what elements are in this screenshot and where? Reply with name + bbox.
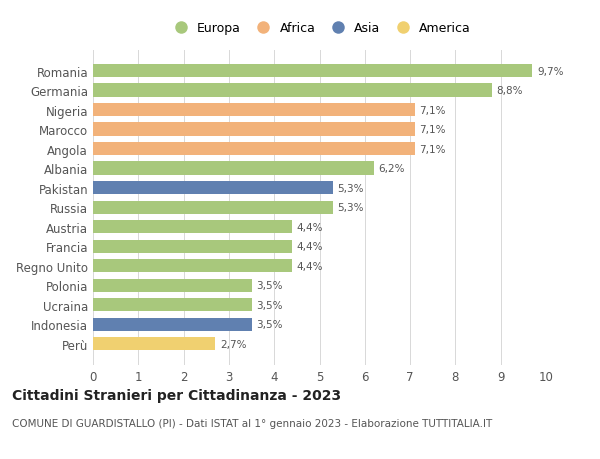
Text: 3,5%: 3,5%: [256, 280, 283, 291]
Text: 4,4%: 4,4%: [297, 261, 323, 271]
Bar: [93, 337, 215, 351]
Bar: [93, 220, 292, 234]
Text: 7,1%: 7,1%: [419, 106, 446, 115]
Text: 7,1%: 7,1%: [419, 144, 446, 154]
Bar: [93, 298, 251, 312]
Text: 8,8%: 8,8%: [496, 86, 523, 96]
Bar: [93, 143, 415, 156]
Text: Cittadini Stranieri per Cittadinanza - 2023: Cittadini Stranieri per Cittadinanza - 2…: [12, 388, 341, 402]
Text: 3,5%: 3,5%: [256, 319, 283, 330]
Text: 6,2%: 6,2%: [379, 164, 405, 174]
Bar: [93, 104, 415, 117]
Bar: [93, 182, 333, 195]
Bar: [93, 259, 292, 273]
Text: 4,4%: 4,4%: [297, 241, 323, 252]
Bar: [93, 162, 374, 175]
Text: COMUNE DI GUARDISTALLO (PI) - Dati ISTAT al 1° gennaio 2023 - Elaborazione TUTTI: COMUNE DI GUARDISTALLO (PI) - Dati ISTAT…: [12, 418, 492, 428]
Bar: [93, 201, 333, 214]
Bar: [93, 279, 251, 292]
Bar: [93, 318, 251, 331]
Legend: Europa, Africa, Asia, America: Europa, Africa, Asia, America: [168, 22, 471, 35]
Text: 7,1%: 7,1%: [419, 125, 446, 135]
Bar: [93, 240, 292, 253]
Text: 5,3%: 5,3%: [338, 203, 364, 213]
Text: 3,5%: 3,5%: [256, 300, 283, 310]
Bar: [93, 84, 491, 97]
Bar: [93, 123, 415, 136]
Text: 9,7%: 9,7%: [537, 67, 563, 76]
Bar: [93, 65, 532, 78]
Text: 4,4%: 4,4%: [297, 222, 323, 232]
Text: 5,3%: 5,3%: [338, 183, 364, 193]
Text: 2,7%: 2,7%: [220, 339, 247, 349]
